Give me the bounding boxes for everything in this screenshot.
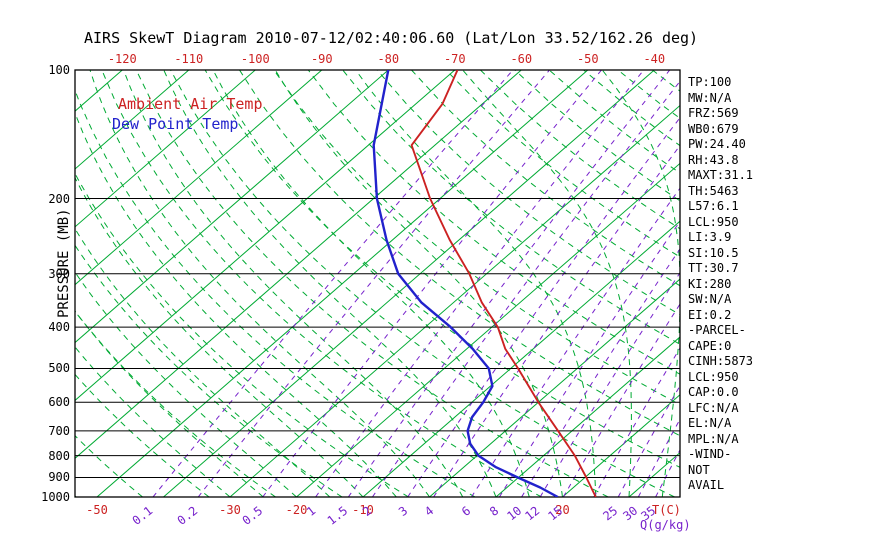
pressure-tick-label: 100 [48,63,70,77]
stats-line: CAPE:0 [688,338,732,353]
stats-line: MPL:N/A [688,431,739,446]
top-temp-tick-label: -120 [107,52,137,66]
legend-dew-point: Dew Point Temp [112,115,239,133]
bottom-temp-tick-label: -10 [352,503,374,517]
stats-line: TH:5463 [688,183,739,198]
pressure-tick-label: 500 [48,361,70,376]
mixing-ratio-lines [152,70,680,497]
temperature-curve [410,70,597,497]
stats-line: LCL:950 [688,214,739,229]
stats-line: TT:30.7 [688,261,739,275]
pressure-tick-label: 600 [48,395,70,410]
dewpoint-curve [372,70,559,497]
pressure-tick-label: 1000 [41,490,70,504]
stats-line: LI:3.9 [688,230,732,244]
temp-unit-label: T(C) [652,503,681,517]
pressure-tick-label: 700 [48,423,70,438]
top-temp-tick-label: -50 [576,52,599,66]
stats-line: KI:280 [688,276,732,291]
stats-line: CAP:0.0 [688,385,739,399]
pressure-grid-lines [75,69,680,498]
top-temp-tick-label: -100 [240,52,270,66]
top-temp-tick-label: -70 [443,52,466,66]
pressure-tick-label: 300 [48,266,70,281]
mixing-unit-label: Q(g/kg) [640,518,691,532]
stats-line: TP:100 [688,75,732,89]
stats-line: LFC:N/A [688,400,739,415]
stats-line: L57:6.1 [688,199,739,213]
legend-ambient-temp: Ambient Air Temp [118,95,263,113]
stats-line: -WIND- [688,447,732,461]
top-temp-tick-label: -60 [510,52,533,66]
stats-line: -PARCEL- [688,323,746,337]
top-temp-tick-label: -80 [377,52,400,66]
top-temp-tick-label: -110 [174,52,204,66]
dry-adiabat-lines [75,70,680,497]
stats-line: PW:24.40 [688,137,746,151]
stats-line: CINH:5873 [688,354,754,368]
stats-line: RH:43.8 [688,152,739,167]
stats-line: WB0:679 [688,121,739,136]
bottom-temp-tick-label: -20 [285,503,308,517]
chart-title: AIRS SkewT Diagram 2010-07-12/02:40:06.6… [84,29,699,47]
stats-line: SI:10.5 [688,245,739,260]
pressure-tick-label: 800 [48,448,70,463]
stats-line: EI:0.2 [688,307,732,322]
bottom-temp-tick-label: 20 [555,503,570,517]
stats-line: LCL:950 [688,369,739,384]
stats-line: AVAIL [688,478,725,492]
stats-line: EL:N/A [688,416,732,430]
stats-line: NOT [688,462,710,477]
stats-line: FRZ:569 [688,106,739,120]
stats-line: MAXT:31.1 [688,168,754,182]
top-temp-tick-label: -90 [310,52,333,66]
bottom-temp-tick-label: -50 [86,503,108,517]
bottom-temp-tick-label: -30 [219,503,241,517]
moist-adiabat-lines [75,70,680,497]
top-temp-tick-label: -40 [643,52,666,66]
plot-frame [74,69,681,498]
isotherm-lines [75,70,680,497]
pressure-tick-label: 400 [48,320,70,335]
pressure-tick-label: 200 [48,191,70,206]
stats-line: SW:N/A [688,292,732,306]
stats-line: MW:N/A [688,90,732,105]
pressure-tick-label: 900 [48,470,70,485]
pressure-axis-label: PRESSURE (MB) [56,208,72,318]
